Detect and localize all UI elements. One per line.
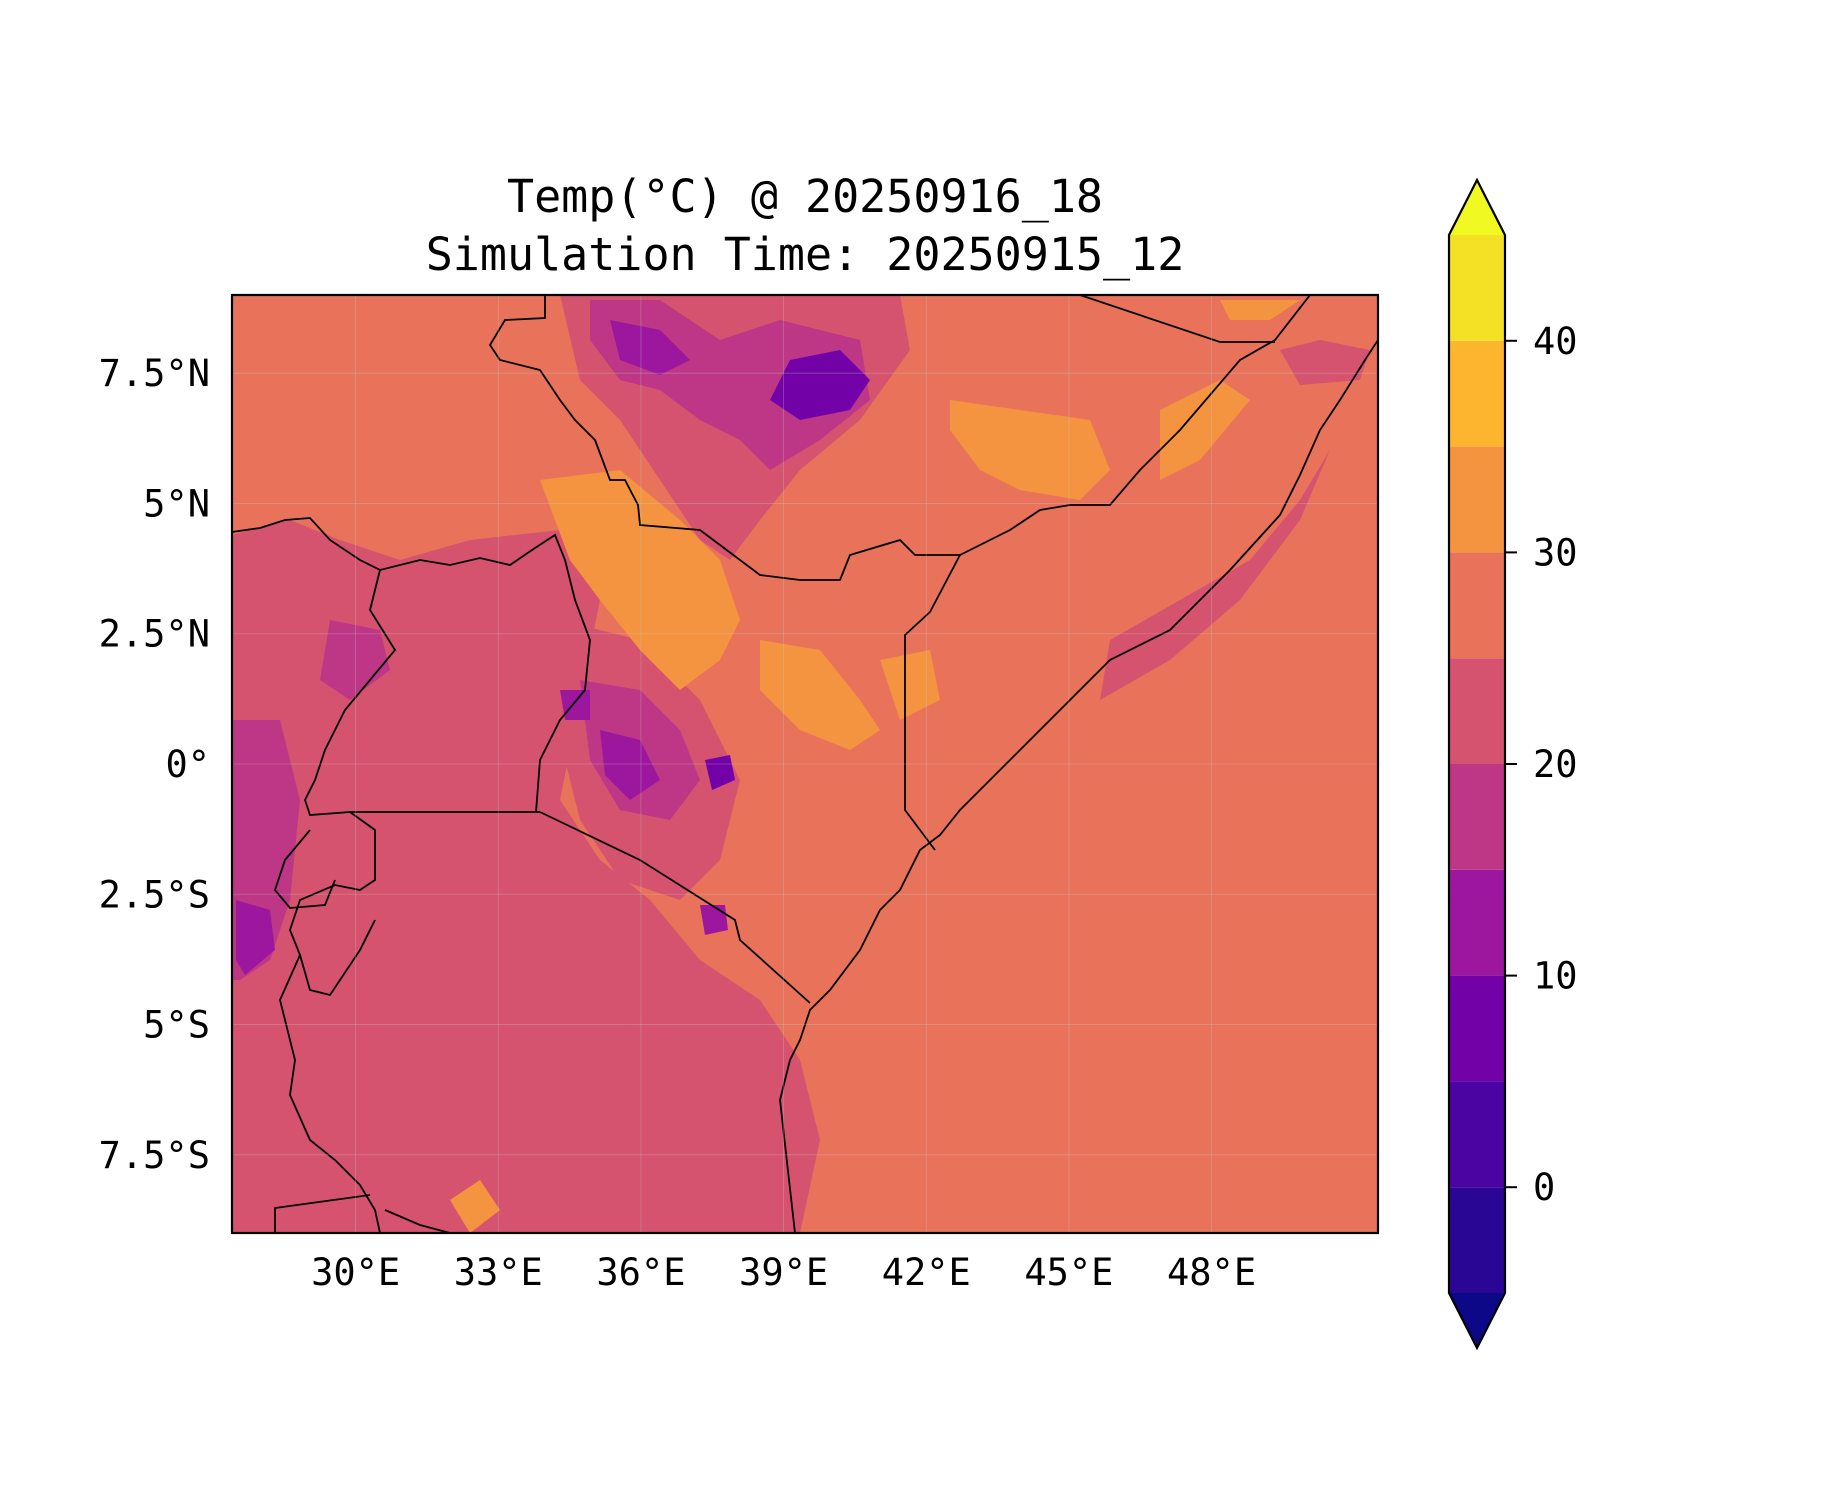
border-kenya-tanzania (539, 811, 811, 1004)
temp-zone-turkana-lowlands (540, 470, 740, 690)
border-tanzania-zambia (274, 1194, 371, 1233)
colorbar-segment (1449, 235, 1505, 341)
border-rwanda-burundi (279, 811, 381, 1233)
colorbar-segment (1449, 869, 1505, 976)
lat-tick-label: 5°S (143, 1004, 210, 1047)
colorbar-segment (1449, 658, 1505, 764)
border-drc-uganda (232, 517, 397, 816)
temp-zone-djibouti (1220, 300, 1300, 320)
colorbar-segment (1449, 340, 1505, 447)
border-kenya-somalia (904, 554, 961, 851)
colorbar-outline (1447, 177, 1507, 1351)
map-title-line2: Simulation Time: 20250915_12 (426, 228, 1185, 281)
lon-tick-label: 48°E (1167, 1251, 1256, 1294)
lat-tick-label: 7.5°N (99, 352, 210, 395)
colorbar (1447, 177, 1507, 1351)
lon-tick-label: 45°E (1024, 1251, 1113, 1294)
temp-zone-ethiopian-core (610, 320, 690, 375)
map-title-line1: Temp(°C) @ 20250916_18 (507, 170, 1103, 223)
temp-zone-northeast-kenya-2 (880, 650, 940, 720)
colorbar-segment (1449, 552, 1505, 659)
colorbar-segment (1449, 975, 1505, 1082)
temp-zone-ethiopian-cold (770, 350, 870, 420)
lat-tick-label: 7.5°S (99, 1134, 210, 1177)
lon-tick-label: 39°E (739, 1251, 828, 1294)
colorbar-over-arrow (1449, 180, 1505, 235)
lon-tick-label: 42°E (882, 1251, 971, 1294)
colorbar-segment (1449, 1081, 1505, 1188)
map-gridlines (232, 295, 1378, 1233)
lat-tick-label: 5°N (143, 482, 210, 525)
temp-zone-somalia-north (1160, 380, 1250, 480)
colorbar-tick-label: 30 (1533, 531, 1578, 574)
colorbar-segment (1449, 764, 1505, 870)
lon-tick-label: 33°E (454, 1251, 543, 1294)
latitude-ticks: 7.5°N 5°N 2.5°N 0° 2.5°S 5°S 7.5°S (99, 352, 210, 1177)
temp-zone-kenya-cold (600, 730, 660, 800)
temp-zone-elgon (560, 690, 590, 720)
temp-zone-mt-kenya (705, 755, 735, 790)
lat-tick-label: 2.5°N (99, 613, 210, 656)
border-tanzania-mozambique (384, 1209, 451, 1233)
colorbar-under-arrow (1449, 1293, 1505, 1348)
map-frame (230, 293, 1380, 1235)
temp-zone-northeast-kenya (760, 640, 880, 750)
colorbar-tick-label: 0 (1533, 1166, 1555, 1209)
lon-tick-label: 30°E (311, 1251, 400, 1294)
temp-zone-ruwenzori (320, 620, 390, 700)
colorbar-tick-label: 10 (1533, 955, 1578, 998)
colorbar-segment (1449, 1187, 1505, 1293)
border-south-sudan-north (488, 295, 1311, 581)
longitude-ticks: 30°E 33°E 36°E 39°E 42°E 45°E 48°E (311, 1251, 1256, 1294)
temp-zone-ogaden (950, 400, 1110, 500)
country-borders (232, 295, 1378, 1233)
colorbar-tick-label: 40 (1533, 320, 1578, 363)
border-uganda-south-sudan (379, 533, 591, 813)
colorbar-tick-label: 20 (1533, 743, 1578, 786)
temp-zone-tanzania-south (580, 1000, 790, 1233)
temp-zone-kilimanjaro (700, 905, 728, 935)
border-burundi-drc (299, 919, 376, 997)
border-rwanda (273, 829, 336, 909)
temp-zone-coastal-band (1280, 340, 1370, 385)
colorbar-segment (1449, 446, 1505, 553)
border-somalia-coast (779, 339, 1378, 1233)
lat-tick-label: 0° (165, 743, 210, 786)
temp-zone-lake-victoria-edge (450, 1180, 500, 1233)
map-area (232, 295, 1378, 1233)
temp-zone-somalia-inland (1100, 450, 1330, 700)
temp-zone-rift-west-core (236, 900, 275, 975)
lat-tick-label: 2.5°S (99, 873, 210, 916)
border-ethiopia-somalia-north (1079, 295, 1275, 343)
lon-tick-label: 36°E (596, 1251, 685, 1294)
colorbar-ticks: 0 10 20 30 40 (1505, 320, 1578, 1209)
